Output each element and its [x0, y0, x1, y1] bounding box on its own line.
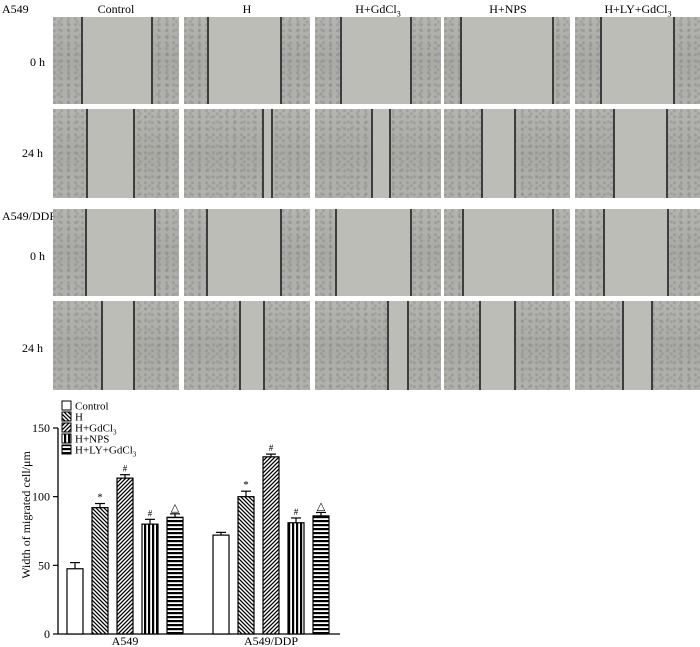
legend-label: H+GdCl3	[75, 423, 117, 437]
chart-bars: * # # △ A549 * # # △ A549/DDP	[66, 443, 330, 647]
column-header-control: Control	[97, 2, 135, 16]
y-axis-label: Width of migrated cell/μm	[19, 451, 33, 579]
legend-label: H	[75, 412, 83, 424]
wound-healing-image	[575, 209, 700, 296]
bar	[116, 477, 134, 635]
wound-healing-image	[575, 301, 700, 390]
significance-mark: #	[123, 464, 128, 474]
column-header-h-gdcl3: H+GdCl3	[355, 2, 401, 19]
wound-healing-image	[444, 301, 570, 390]
row-label-24h-a549: 24 h	[22, 146, 43, 160]
y-tick-label: 50	[38, 558, 50, 572]
wound-healing-image	[315, 301, 441, 390]
bar	[91, 507, 109, 635]
wound-healing-image	[184, 109, 310, 198]
legend-label: H+NPS	[75, 434, 109, 446]
bar	[262, 456, 280, 635]
wound-healing-image	[53, 209, 179, 296]
y-tick-label: 0	[44, 627, 50, 641]
column-header-h: H	[242, 2, 252, 16]
wound-healing-image	[53, 301, 179, 390]
wound-healing-image	[315, 209, 441, 296]
y-tick-label: 100	[32, 490, 50, 504]
legend-swatch	[61, 411, 72, 422]
wound-healing-image	[575, 17, 700, 104]
legend-label: H+LY+GdCl3	[75, 445, 137, 459]
wound-healing-image	[444, 209, 570, 296]
wound-healing-image	[53, 17, 179, 104]
wound-healing-image	[575, 109, 700, 198]
bar	[141, 523, 159, 635]
bar	[66, 568, 84, 635]
column-header-h-nps: H+NPS	[489, 2, 527, 16]
significance-mark: #	[269, 443, 274, 453]
legend-swatch	[61, 400, 72, 411]
column-header-h-ly-gdcl3: H+LY+GdCl3	[604, 2, 672, 19]
x-tick-label: A549/DDP	[244, 634, 298, 647]
significance-mark: △	[171, 502, 180, 514]
wound-healing-image	[184, 301, 310, 390]
legend-label: Control	[75, 401, 109, 413]
wound-healing-image	[184, 209, 310, 296]
bar	[237, 496, 255, 635]
bar	[312, 515, 330, 635]
x-tick-label: A549	[112, 634, 139, 647]
significance-mark: *	[243, 479, 249, 491]
y-tick-label: 150	[32, 421, 50, 435]
wound-healing-image	[315, 17, 441, 104]
significance-mark: *	[97, 492, 103, 504]
legend-swatch	[61, 444, 72, 455]
significance-mark: △	[317, 500, 326, 512]
wound-healing-image	[444, 17, 570, 104]
wound-healing-image	[184, 17, 310, 104]
significance-mark: #	[294, 507, 299, 517]
row-label-0h-a549: 0 h	[30, 55, 45, 69]
wound-healing-image	[444, 109, 570, 198]
row-label-0h-ddp: 0 h	[30, 249, 45, 263]
wound-healing-image	[53, 109, 179, 198]
block-label-a549: A549	[2, 2, 29, 16]
wound-healing-image	[315, 109, 441, 198]
bar	[166, 516, 184, 635]
legend-swatch	[61, 422, 72, 433]
bar	[212, 534, 230, 635]
row-label-24h-ddp: 24 h	[22, 341, 43, 355]
legend-swatch	[61, 433, 72, 444]
bar	[287, 522, 305, 635]
significance-mark: #	[148, 508, 153, 518]
block-label-a549-ddp: A549/DDP	[2, 209, 57, 223]
